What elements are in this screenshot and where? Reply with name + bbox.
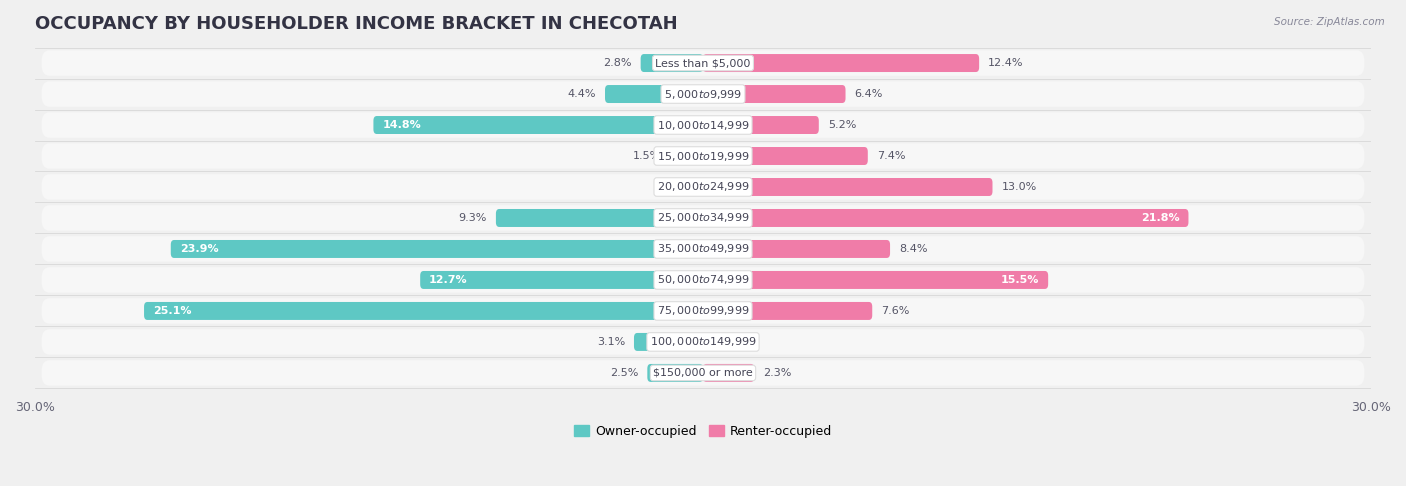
Legend: Owner-occupied, Renter-occupied: Owner-occupied, Renter-occupied	[568, 420, 838, 443]
Text: 21.8%: 21.8%	[1140, 213, 1180, 223]
Text: 23.9%: 23.9%	[180, 244, 218, 254]
FancyBboxPatch shape	[703, 54, 979, 72]
FancyBboxPatch shape	[42, 329, 1364, 355]
Text: 5.2%: 5.2%	[828, 120, 856, 130]
FancyBboxPatch shape	[703, 85, 845, 103]
Text: 7.6%: 7.6%	[882, 306, 910, 316]
FancyBboxPatch shape	[420, 271, 703, 289]
Text: 15.5%: 15.5%	[1001, 275, 1039, 285]
Text: 13.0%: 13.0%	[1001, 182, 1036, 192]
FancyBboxPatch shape	[703, 147, 868, 165]
Text: $75,000 to $99,999: $75,000 to $99,999	[657, 304, 749, 317]
Text: $15,000 to $19,999: $15,000 to $19,999	[657, 150, 749, 162]
Text: 2.5%: 2.5%	[610, 368, 638, 378]
FancyBboxPatch shape	[669, 147, 703, 165]
Text: 0.0%: 0.0%	[711, 337, 740, 347]
Text: OCCUPANCY BY HOUSEHOLDER INCOME BRACKET IN CHECOTAH: OCCUPANCY BY HOUSEHOLDER INCOME BRACKET …	[35, 15, 678, 33]
FancyBboxPatch shape	[42, 81, 1364, 107]
FancyBboxPatch shape	[647, 364, 703, 382]
FancyBboxPatch shape	[703, 178, 993, 196]
Text: 3.1%: 3.1%	[596, 337, 626, 347]
FancyBboxPatch shape	[703, 271, 1047, 289]
FancyBboxPatch shape	[170, 240, 703, 258]
FancyBboxPatch shape	[42, 205, 1364, 231]
Text: 12.4%: 12.4%	[988, 58, 1024, 68]
Text: Less than $5,000: Less than $5,000	[655, 58, 751, 68]
Text: 25.1%: 25.1%	[153, 306, 191, 316]
Text: 1.5%: 1.5%	[633, 151, 661, 161]
FancyBboxPatch shape	[42, 112, 1364, 138]
Text: $100,000 to $149,999: $100,000 to $149,999	[650, 335, 756, 348]
Text: 9.3%: 9.3%	[458, 213, 486, 223]
FancyBboxPatch shape	[634, 333, 703, 351]
Text: 12.7%: 12.7%	[429, 275, 468, 285]
FancyBboxPatch shape	[42, 298, 1364, 324]
Text: $10,000 to $14,999: $10,000 to $14,999	[657, 119, 749, 132]
Text: Source: ZipAtlas.com: Source: ZipAtlas.com	[1274, 17, 1385, 27]
Text: $50,000 to $74,999: $50,000 to $74,999	[657, 274, 749, 286]
FancyBboxPatch shape	[42, 360, 1364, 385]
FancyBboxPatch shape	[42, 236, 1364, 261]
FancyBboxPatch shape	[605, 85, 703, 103]
Text: $25,000 to $34,999: $25,000 to $34,999	[657, 211, 749, 225]
Text: $150,000 or more: $150,000 or more	[654, 368, 752, 378]
FancyBboxPatch shape	[703, 240, 890, 258]
FancyBboxPatch shape	[703, 209, 1188, 227]
Text: 0.0%: 0.0%	[666, 182, 695, 192]
FancyBboxPatch shape	[42, 143, 1364, 169]
FancyBboxPatch shape	[703, 364, 754, 382]
FancyBboxPatch shape	[143, 302, 703, 320]
FancyBboxPatch shape	[641, 54, 703, 72]
Text: $5,000 to $9,999: $5,000 to $9,999	[664, 87, 742, 101]
Text: $35,000 to $49,999: $35,000 to $49,999	[657, 243, 749, 256]
FancyBboxPatch shape	[42, 174, 1364, 200]
FancyBboxPatch shape	[703, 302, 872, 320]
Text: 7.4%: 7.4%	[877, 151, 905, 161]
Text: 14.8%: 14.8%	[382, 120, 420, 130]
FancyBboxPatch shape	[496, 209, 703, 227]
FancyBboxPatch shape	[374, 116, 703, 134]
FancyBboxPatch shape	[703, 116, 818, 134]
Text: 6.4%: 6.4%	[855, 89, 883, 99]
Text: 8.4%: 8.4%	[898, 244, 928, 254]
FancyBboxPatch shape	[42, 267, 1364, 293]
FancyBboxPatch shape	[42, 51, 1364, 76]
Text: 2.3%: 2.3%	[763, 368, 792, 378]
Text: $20,000 to $24,999: $20,000 to $24,999	[657, 180, 749, 193]
Text: 4.4%: 4.4%	[568, 89, 596, 99]
Text: 2.8%: 2.8%	[603, 58, 631, 68]
